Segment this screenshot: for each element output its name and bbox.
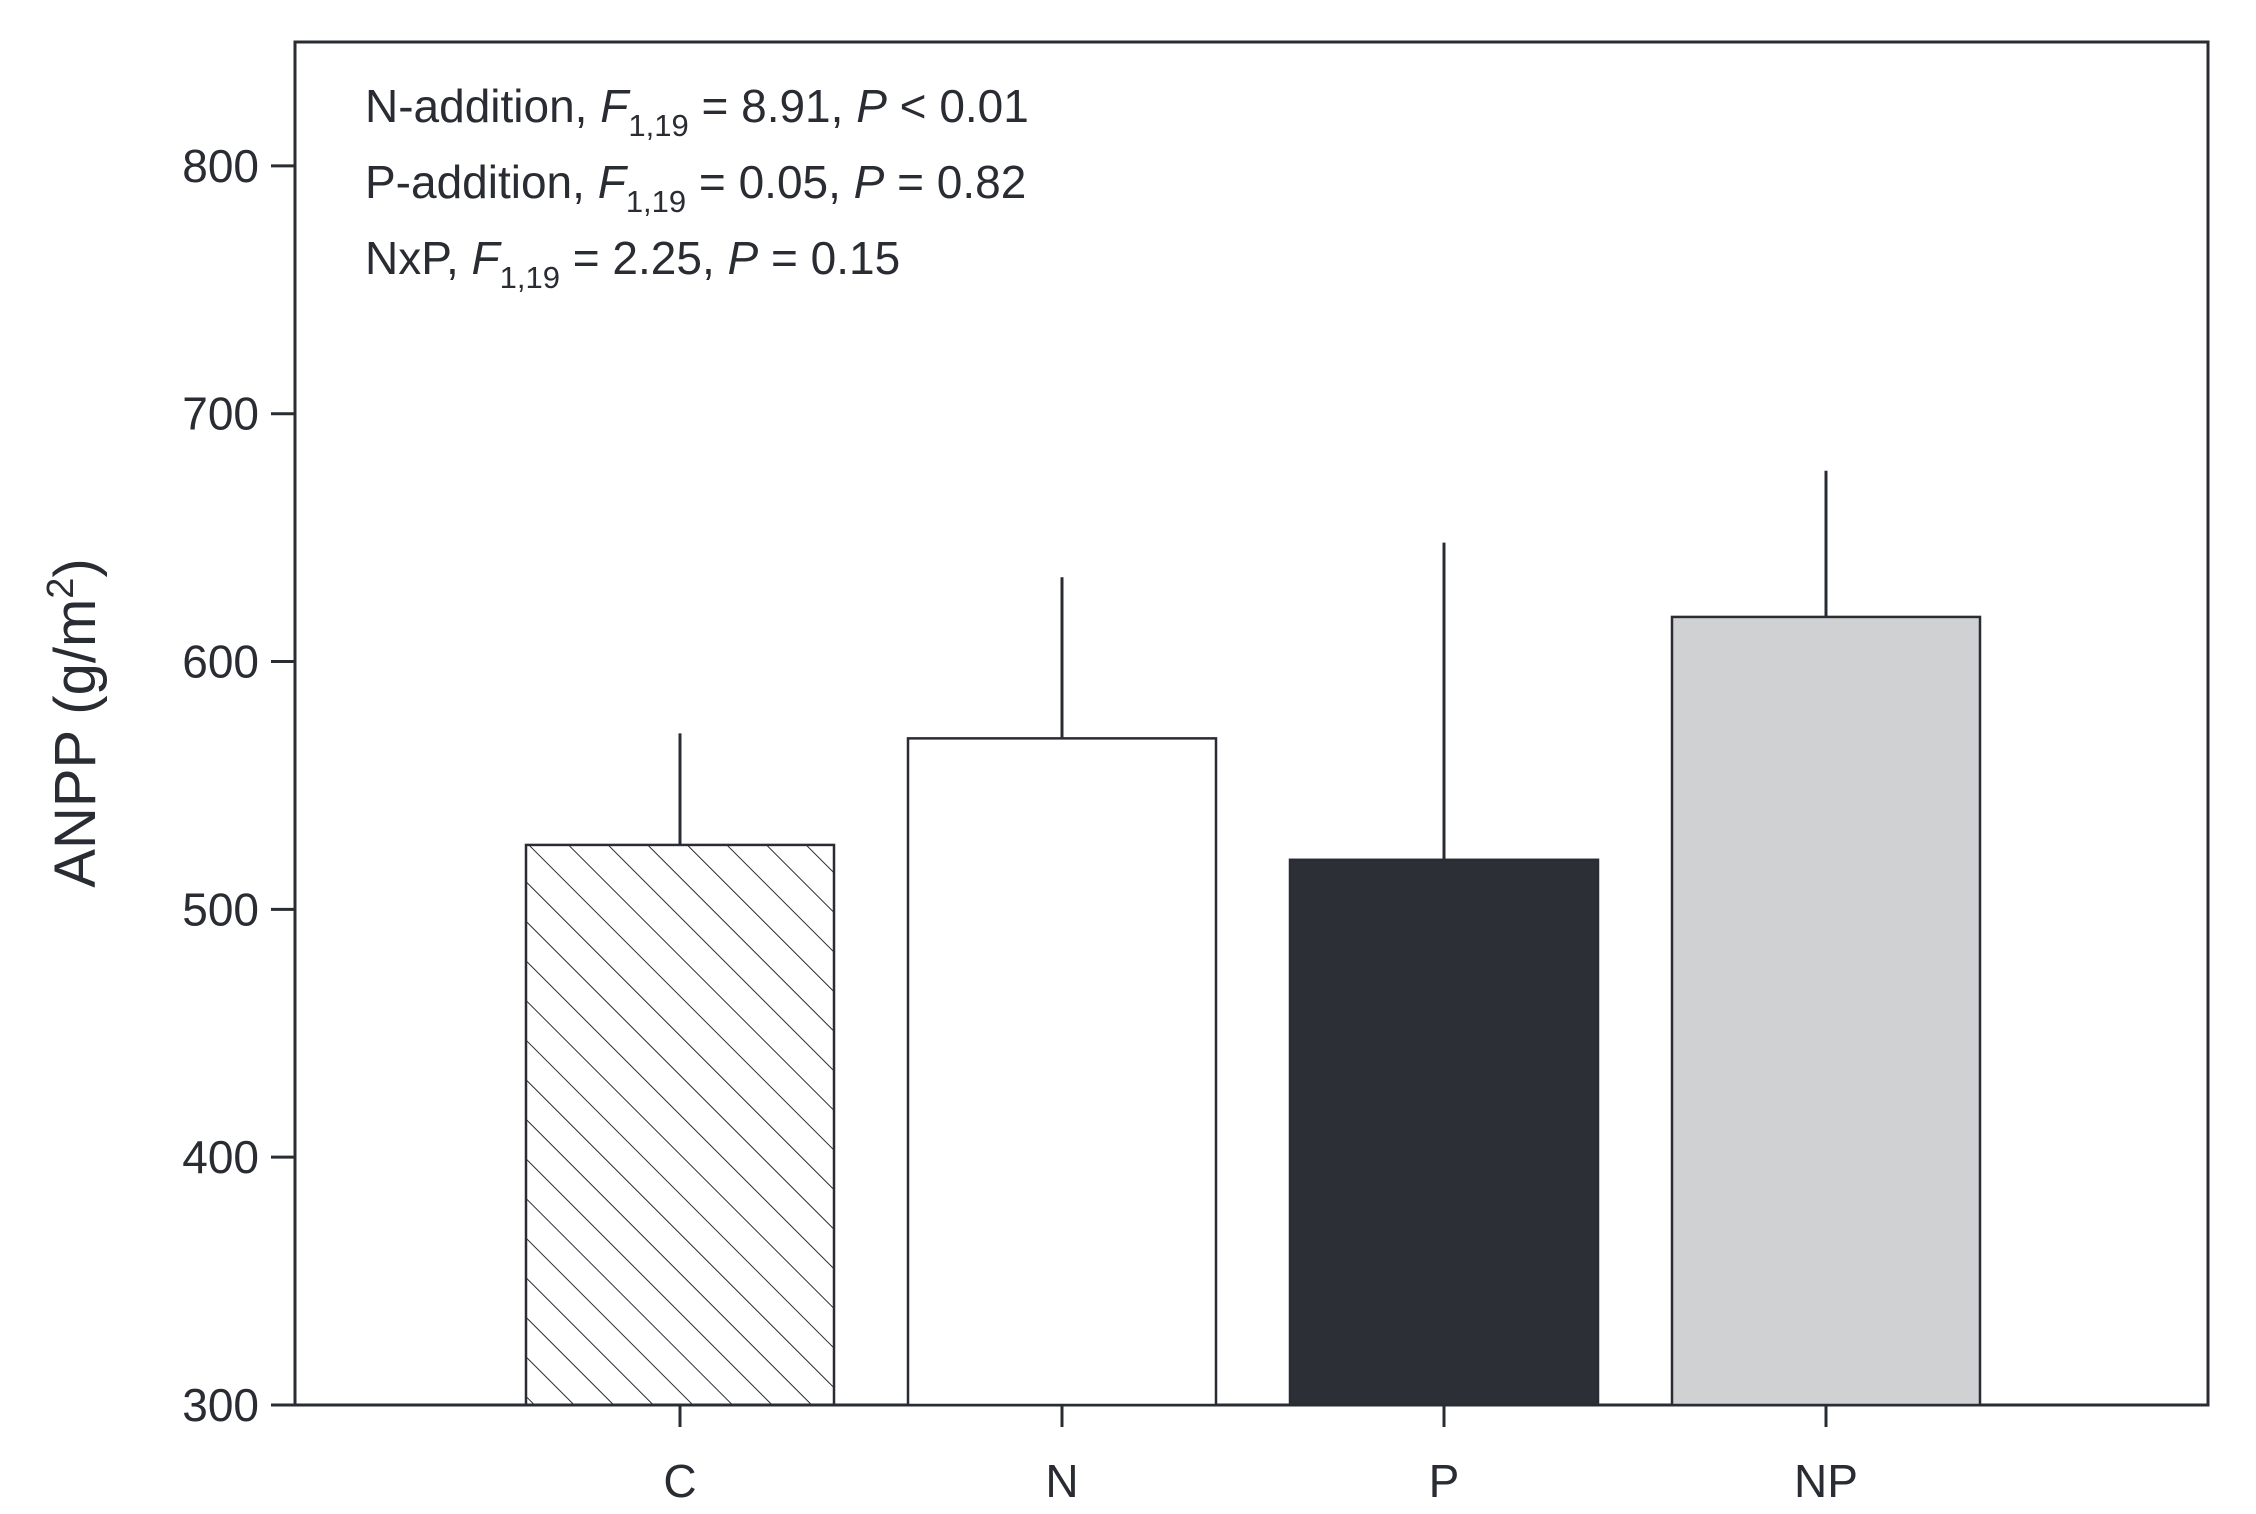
stat-line-1: N-addition, F1,19 = 8.91, P < 0.01 bbox=[365, 80, 1029, 143]
y-axis: 300 400 500 600 700 800 bbox=[182, 140, 295, 1431]
bar-c bbox=[524, 843, 836, 1407]
stat-line-2: P-addition, F1,19 = 0.05, P = 0.82 bbox=[365, 156, 1026, 219]
y-axis-label: ANPP (g/m2) bbox=[40, 558, 108, 887]
plot-frame bbox=[293, 40, 2210, 1407]
y-tick-label-800: 800 bbox=[182, 140, 259, 192]
bar-n bbox=[906, 737, 1218, 1407]
x-axis: C N P NP bbox=[663, 1405, 1858, 1507]
statistics-annotations: N-addition, F1,19 = 8.91, P < 0.01 P-addi… bbox=[365, 80, 1029, 295]
x-tick-label-np: NP bbox=[1794, 1455, 1858, 1507]
bar-np bbox=[1670, 615, 1982, 1407]
y-tick-label-500: 500 bbox=[182, 883, 259, 935]
y-tick-label-300: 300 bbox=[182, 1379, 259, 1431]
y-tick-label-400: 400 bbox=[182, 1131, 259, 1183]
stat-line-3: NxP, F1,19 = 2.25, P = 0.15 bbox=[365, 232, 900, 295]
bar-p bbox=[1288, 858, 1600, 1407]
bars-group bbox=[524, 470, 1982, 1407]
x-tick-label-p: P bbox=[1429, 1455, 1460, 1507]
y-tick-label-600: 600 bbox=[182, 636, 259, 688]
y-tick-label-700: 700 bbox=[182, 388, 259, 440]
x-tick-label-n: N bbox=[1045, 1455, 1078, 1507]
x-tick-label-c: C bbox=[663, 1455, 696, 1507]
